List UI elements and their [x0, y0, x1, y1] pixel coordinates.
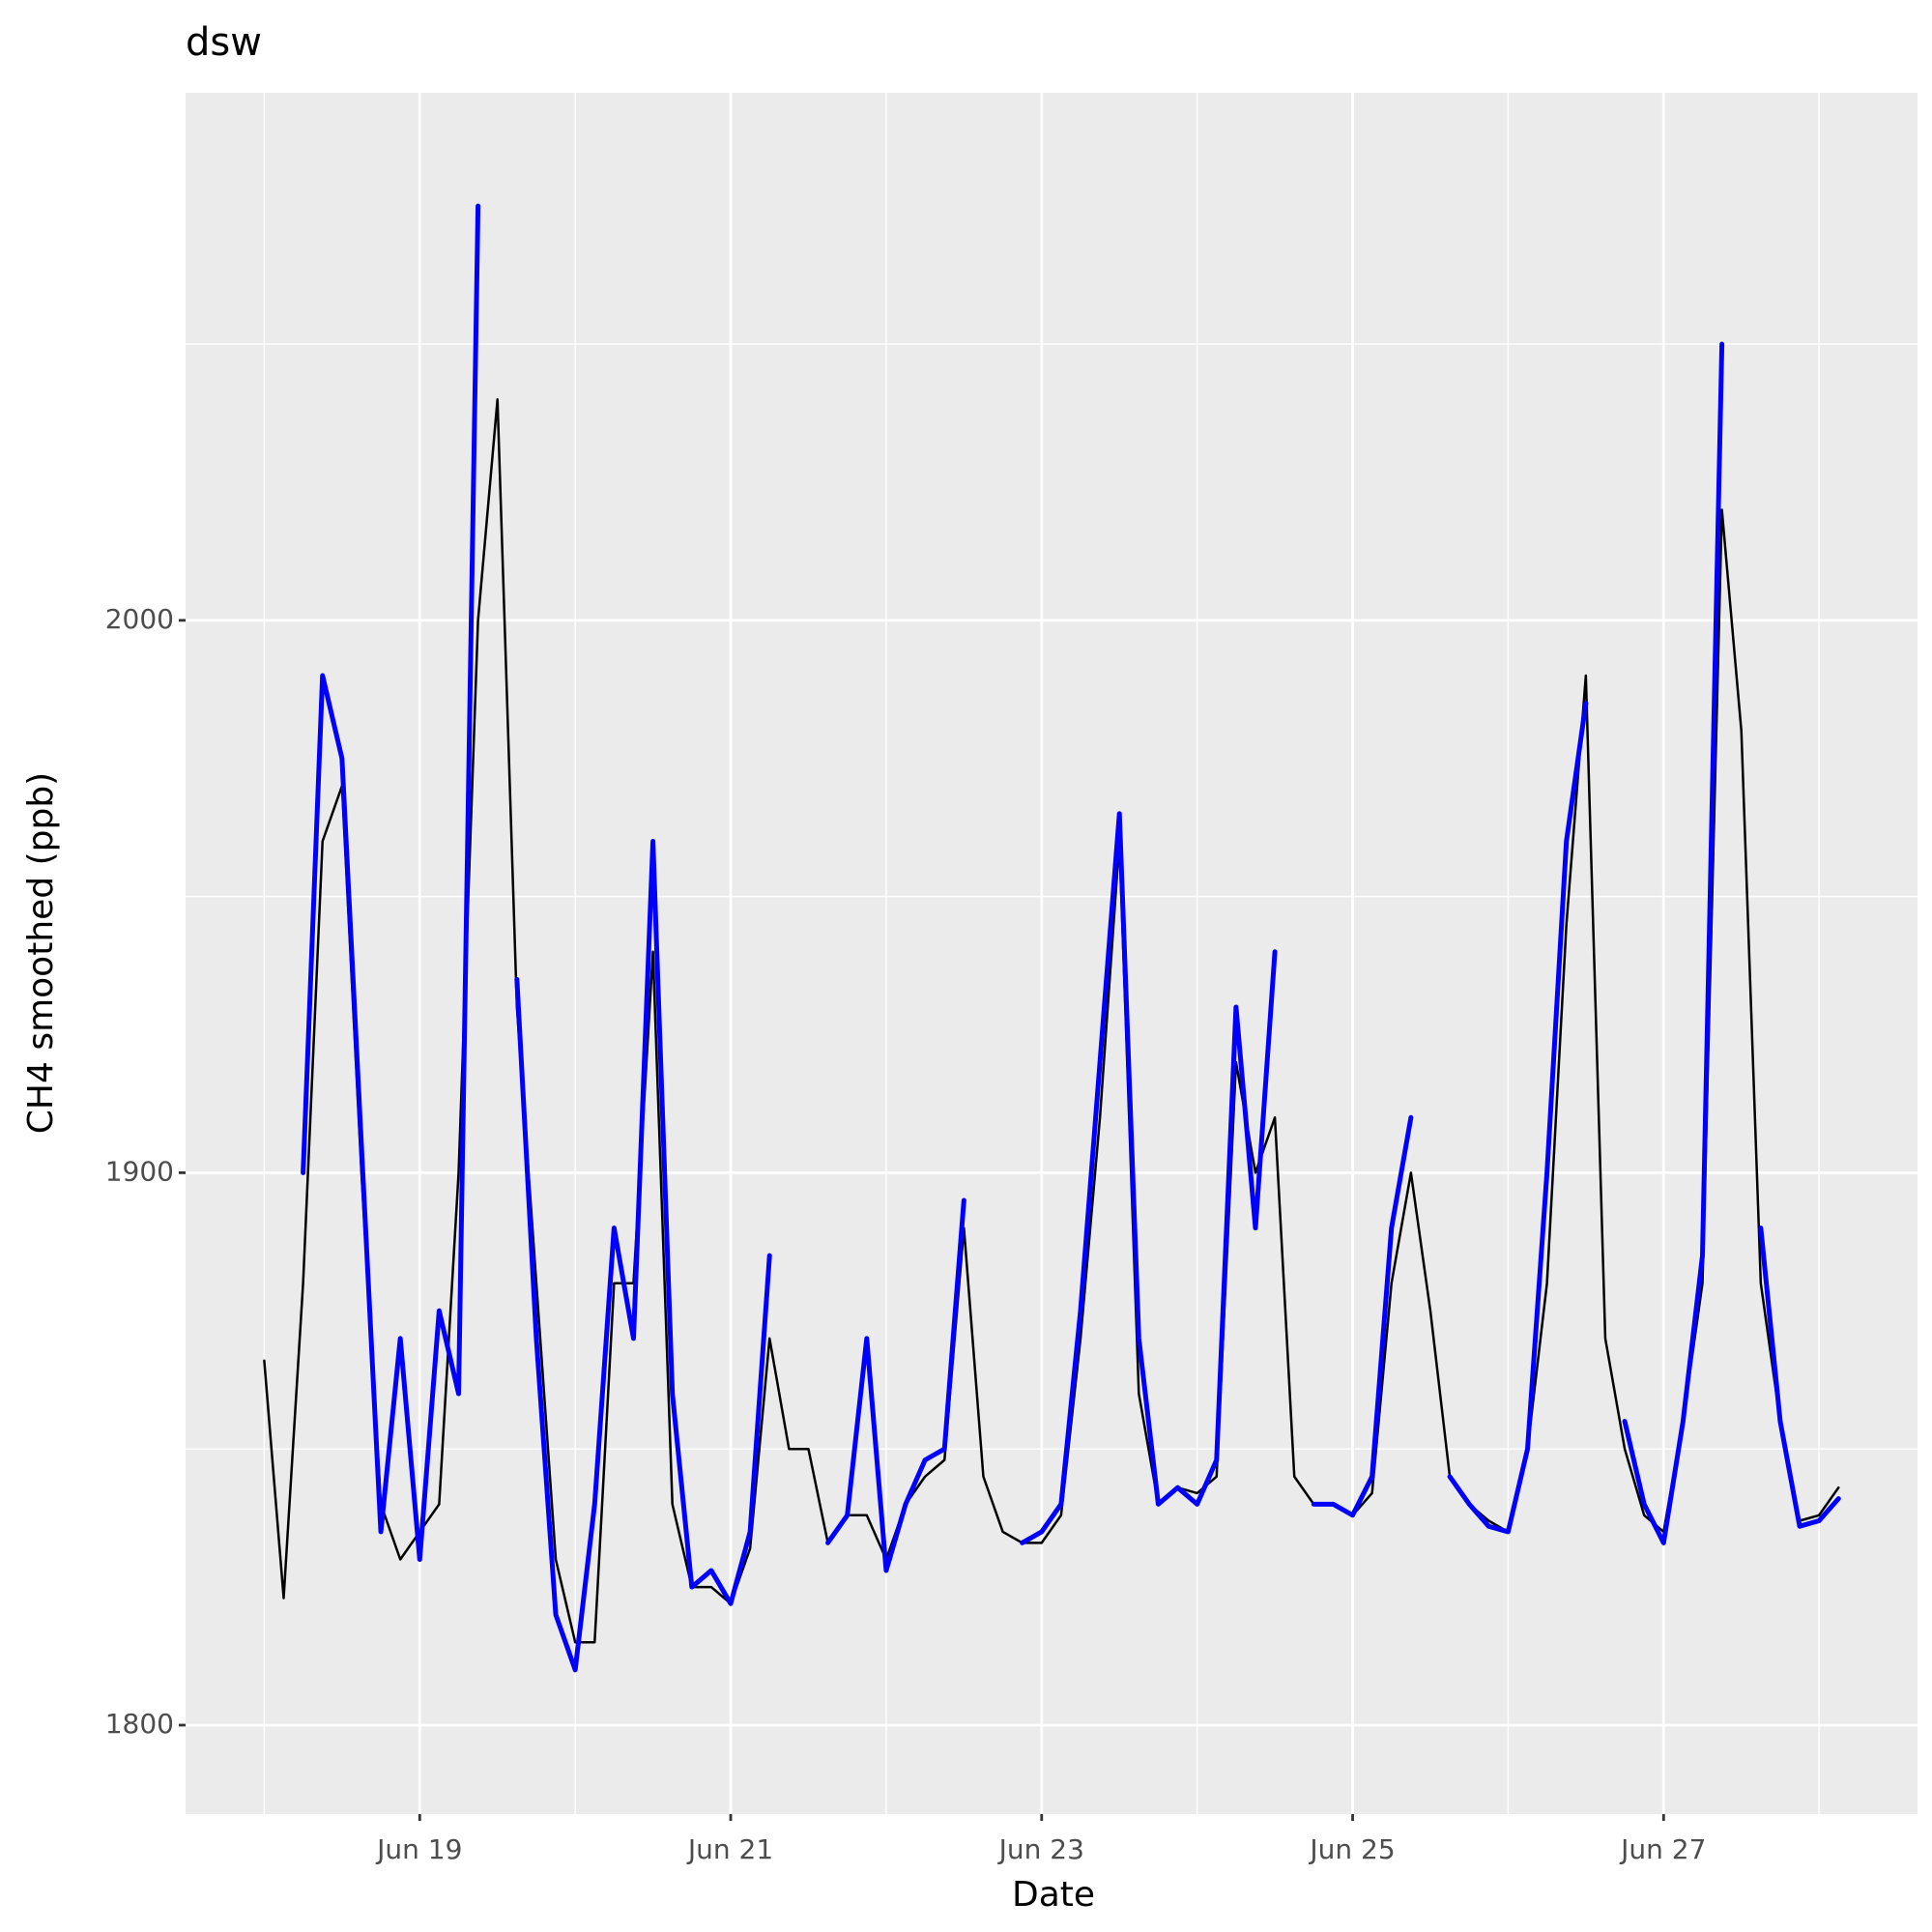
axes: 1800 1900 2000 Jun 19 Jun 21 Jun 23 Jun 25 Jun … [105, 603, 1707, 1865]
series-line [301, 203, 1841, 1673]
y-tick-label: 1800 [105, 1708, 174, 1740]
y-axis-title: CH4 smoothed (ppb) [21, 772, 61, 1134]
lines [263, 203, 1841, 1673]
x-axis-title: Date [1012, 1875, 1095, 1915]
y-tick-label: 1900 [105, 1155, 174, 1187]
panel-background [186, 93, 1918, 1814]
y-tick-label: 2000 [105, 603, 174, 635]
x-tick-label: Jun 23 [997, 1833, 1084, 1865]
x-tick-label: Jun 25 [1308, 1833, 1395, 1865]
grid [186, 93, 1918, 1814]
x-tick-label: Jun 19 [375, 1833, 462, 1865]
x-tick-label: Jun 27 [1619, 1833, 1706, 1865]
x-tick-label: Jun 21 [686, 1833, 773, 1865]
chart-title: dsw [186, 20, 262, 65]
